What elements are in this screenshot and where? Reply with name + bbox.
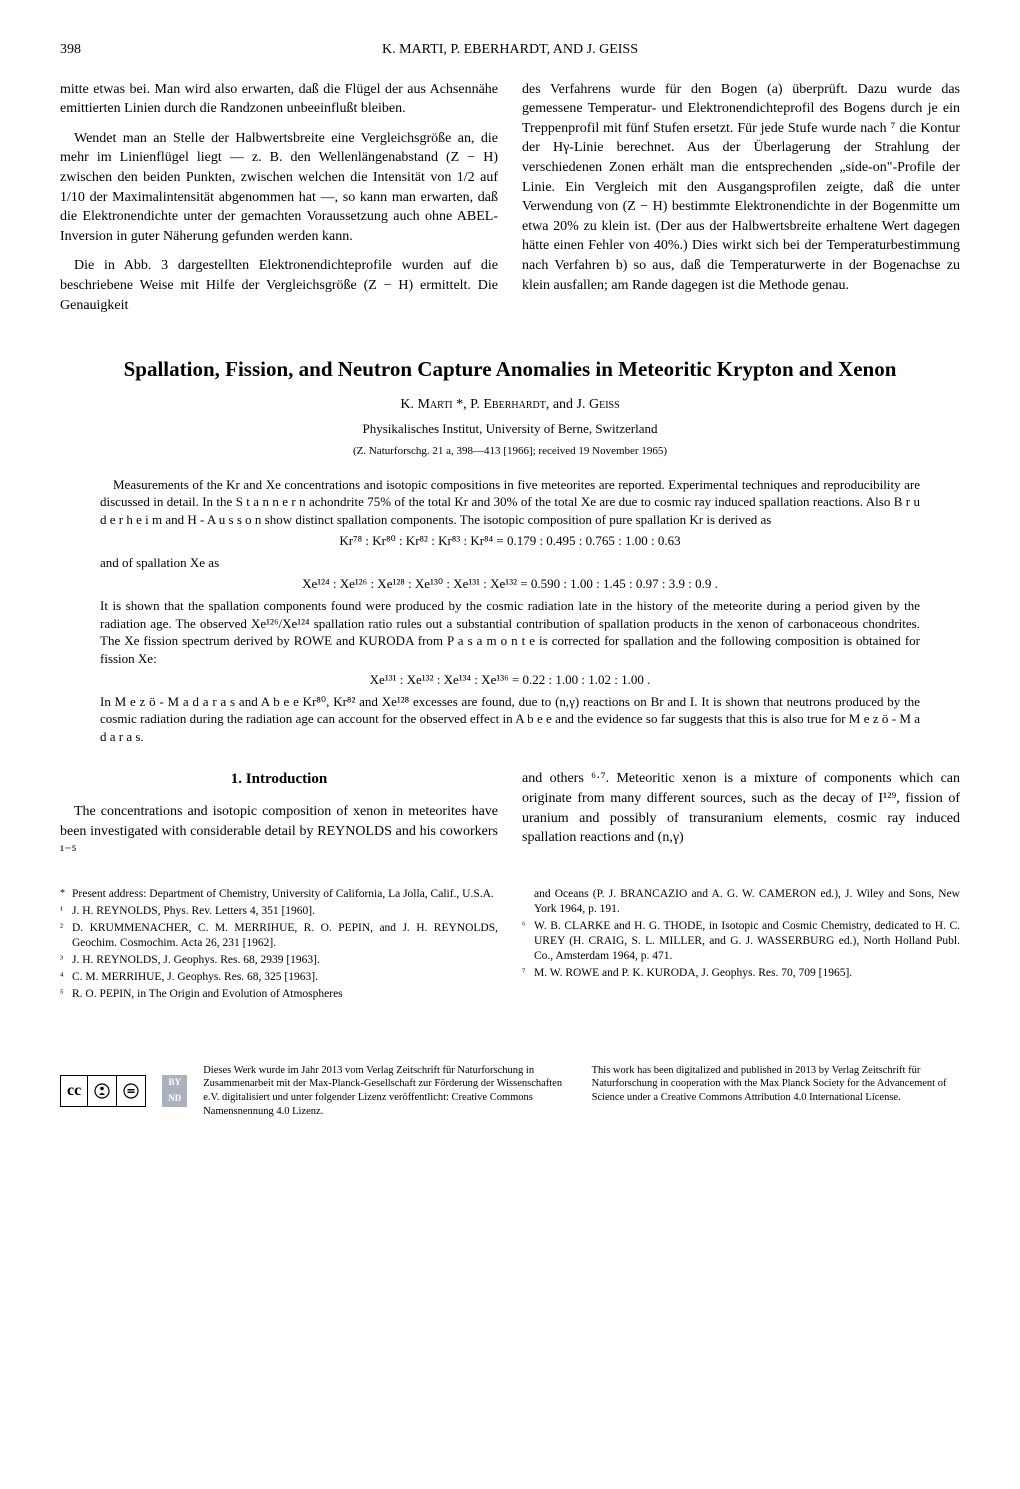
footnote-text: and Oceans (P. J. BRANCAZIO and A. G. W.… — [534, 887, 960, 917]
affiliation: Physikalisches Institut, University of B… — [60, 420, 960, 438]
abstract-paragraph: Measurements of the Kr and Xe concentrat… — [100, 476, 920, 529]
footnote: ⁶W. B. CLARKE and H. G. THODE, in Isotop… — [522, 919, 960, 964]
footnote-text: W. B. CLARKE and H. G. THODE, in Isotopi… — [534, 919, 960, 964]
cc-badge-icon: cc — [60, 1075, 146, 1107]
footnote: ²D. KRUMMENACHER, C. M. MERRIHUE, R. O. … — [60, 921, 498, 951]
page-number: 398 — [60, 40, 120, 60]
upper-article-body: mitte etwas bei. Man wird also erwarten,… — [60, 80, 960, 326]
footnote-text: Present address: Department of Chemistry… — [72, 887, 498, 902]
upper-right-column: des Verfahrens wurde für den Bogen (a) ü… — [522, 80, 960, 326]
footnote: and Oceans (P. J. BRANCAZIO and A. G. W.… — [522, 887, 960, 917]
footnote-text: C. M. MERRIHUE, J. Geophys. Res. 68, 325… — [72, 970, 498, 985]
cc-person-icon — [88, 1076, 117, 1106]
formula: Kr⁷⁸ : Kr⁸⁰ : Kr⁸² : Kr⁸³ : Kr⁸⁴ = 0.179… — [100, 532, 920, 550]
formula: Xe¹³¹ : Xe¹³² : Xe¹³⁴ : Xe¹³⁶ = 0.22 : 1… — [100, 671, 920, 689]
footnote-marker: ¹ — [60, 904, 72, 919]
article-title: Spallation, Fission, and Neutron Capture… — [60, 355, 960, 384]
footnote-text: J. H. REYNOLDS, Phys. Rev. Letters 4, 35… — [72, 904, 498, 919]
footnote-marker: ⁶ — [522, 919, 534, 964]
footnote: *Present address: Department of Chemistr… — [60, 887, 498, 902]
footnote-marker: ⁵ — [60, 987, 72, 1002]
journal-info: (Z. Naturforschg. 21 a, 398—413 [1966]; … — [60, 444, 960, 459]
footnote: ¹J. H. REYNOLDS, Phys. Rev. Letters 4, 3… — [60, 904, 498, 919]
cc-by-nd-labels: BY ND — [162, 1075, 187, 1107]
authors-text: K. Marti *, P. Eberhardt, and J. Geiss — [400, 397, 619, 412]
footnote: ⁴C. M. MERRIHUE, J. Geophys. Res. 68, 32… — [60, 970, 498, 985]
license-en: This work has been digitalized and publi… — [592, 1064, 960, 1119]
page-header: 398 K. MARTI, P. EBERHARDT, AND J. GEISS — [60, 40, 960, 60]
footnote: ⁷M. W. ROWE and P. K. KURODA, J. Geophys… — [522, 966, 960, 981]
footnotes: *Present address: Department of Chemistr… — [60, 887, 960, 1004]
footnotes-left: *Present address: Department of Chemistr… — [60, 887, 498, 1004]
footnote: ⁵R. O. PEPIN, in The Origin and Evolutio… — [60, 987, 498, 1002]
abstract-paragraph: and of spallation Xe as — [100, 554, 920, 572]
footnote-text: J. H. REYNOLDS, J. Geophys. Res. 68, 293… — [72, 953, 498, 968]
footnote-marker: ² — [60, 921, 72, 951]
license-text: Dieses Werk wurde im Jahr 2013 vom Verla… — [203, 1064, 960, 1119]
abstract-paragraph: In M e z ö - M a d a r a s and A b e e K… — [100, 693, 920, 746]
intro-body: 1. Introduction The concentrations and i… — [60, 769, 960, 871]
paragraph: des Verfahrens wurde für den Bogen (a) ü… — [522, 80, 960, 296]
footnote-marker: * — [60, 887, 72, 902]
footnote-text: R. O. PEPIN, in The Origin and Evolution… — [72, 987, 498, 1002]
intro-left-column: 1. Introduction The concentrations and i… — [60, 769, 498, 871]
cc-nd-label: ND — [162, 1091, 187, 1107]
section-heading: 1. Introduction — [60, 769, 498, 790]
license-de: Dieses Werk wurde im Jahr 2013 vom Verla… — [203, 1064, 571, 1119]
formula: Xe¹²⁴ : Xe¹²⁶ : Xe¹²⁸ : Xe¹³⁰ : Xe¹³¹ : … — [100, 575, 920, 593]
footnote-text: M. W. ROWE and P. K. KURODA, J. Geophys.… — [534, 966, 960, 981]
authors: K. Marti *, P. Eberhardt, and J. Geiss — [60, 395, 960, 415]
footnotes-right: and Oceans (P. J. BRANCAZIO and A. G. W.… — [522, 887, 960, 1004]
footnote: ³J. H. REYNOLDS, J. Geophys. Res. 68, 29… — [60, 953, 498, 968]
running-head: K. MARTI, P. EBERHARDT, AND J. GEISS — [120, 40, 900, 60]
paragraph: and others ⁶·⁷. Meteoritic xenon is a mi… — [522, 769, 960, 847]
abstract: Measurements of the Kr and Xe concentrat… — [100, 476, 920, 746]
footnote-text: D. KRUMMENACHER, C. M. MERRIHUE, R. O. P… — [72, 921, 498, 951]
footnote-marker: ⁴ — [60, 970, 72, 985]
paragraph: The concentrations and isotopic composit… — [60, 802, 498, 861]
cc-nd-icon — [117, 1076, 145, 1106]
paragraph: Die in Abb. 3 dargestellten Elektronendi… — [60, 256, 498, 315]
paragraph: Wendet man an Stelle der Halbwertsbreite… — [60, 129, 498, 247]
intro-right-column: and others ⁶·⁷. Meteoritic xenon is a mi… — [522, 769, 960, 871]
upper-left-column: mitte etwas bei. Man wird also erwarten,… — [60, 80, 498, 326]
abstract-paragraph: It is shown that the spallation componen… — [100, 597, 920, 667]
footnote-marker: ³ — [60, 953, 72, 968]
license-bar: cc BY ND Dieses Werk wurde im Jahr 2013 … — [60, 1064, 960, 1119]
footnote-marker: ⁷ — [522, 966, 534, 981]
paragraph: mitte etwas bei. Man wird also erwarten,… — [60, 80, 498, 119]
footnote-marker — [522, 887, 534, 917]
cc-by-label: BY — [162, 1075, 187, 1091]
cc-label: cc — [61, 1076, 88, 1106]
